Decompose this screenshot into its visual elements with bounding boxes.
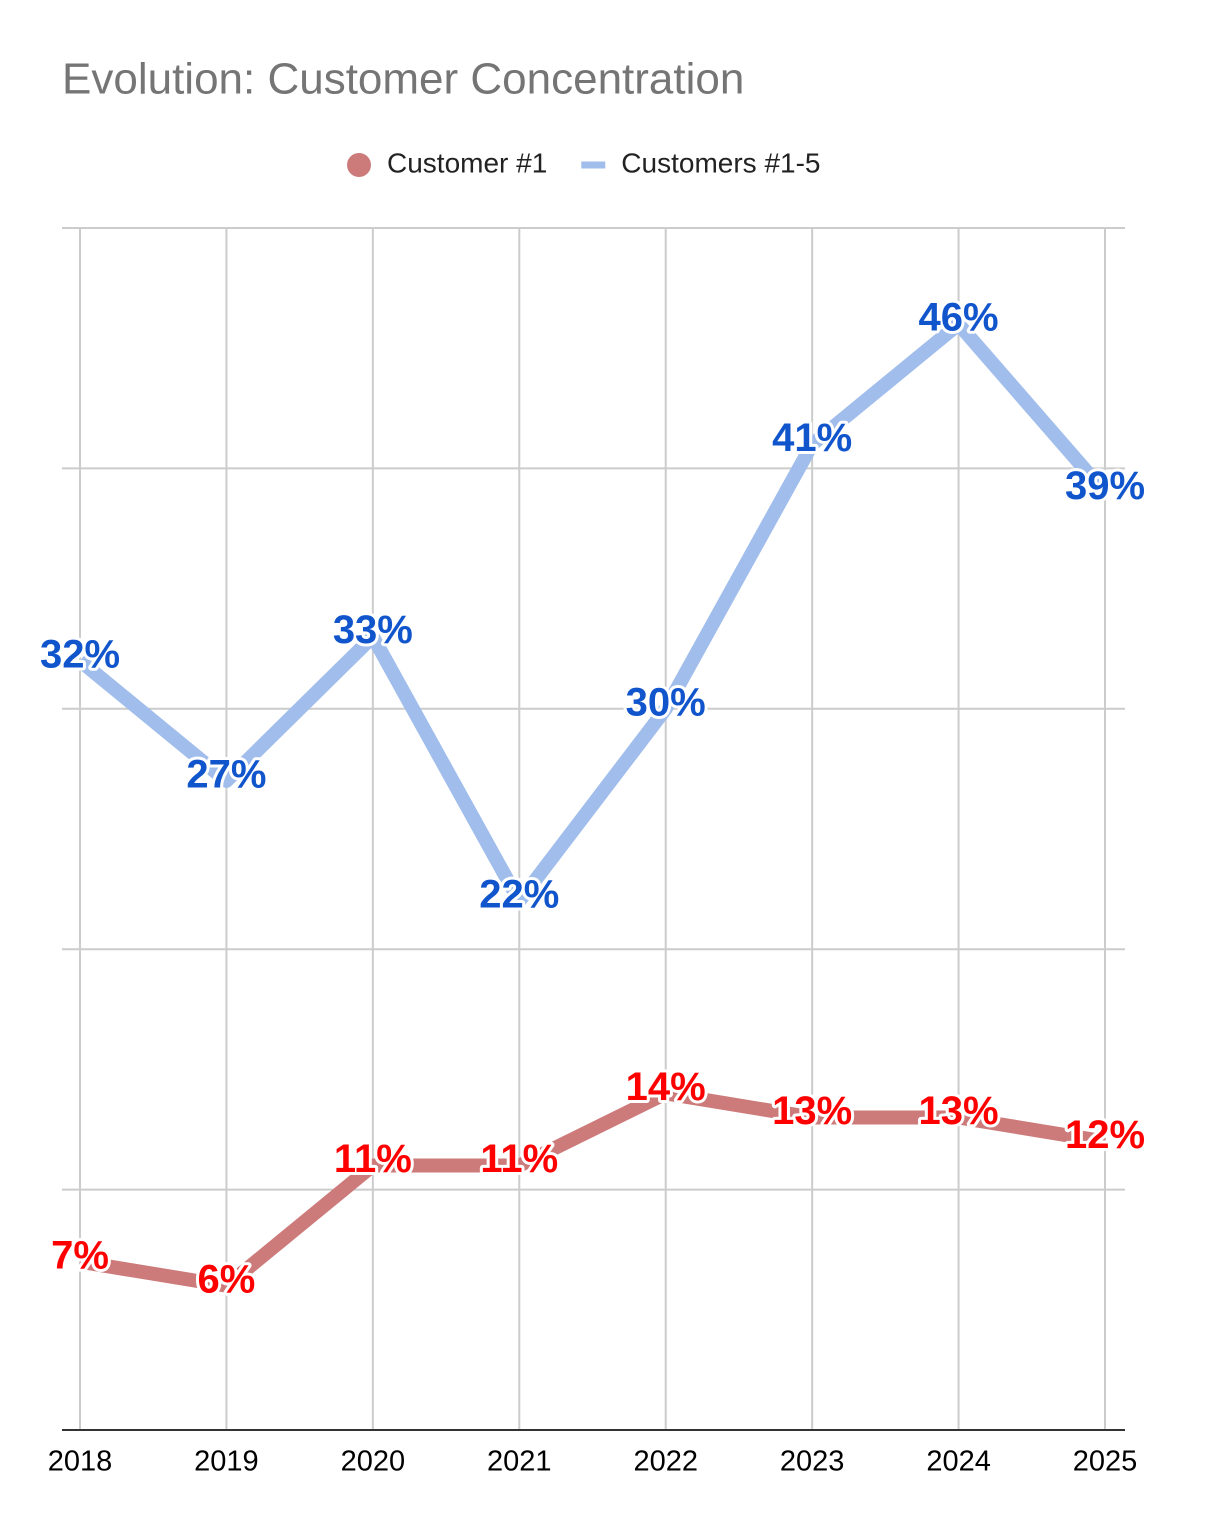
data-label: 27% bbox=[186, 752, 266, 796]
legend-marker bbox=[347, 153, 371, 177]
x-tick-label: 2021 bbox=[487, 1446, 552, 1478]
data-label: 14% bbox=[626, 1065, 706, 1109]
x-tick-label: 2022 bbox=[633, 1446, 698, 1478]
data-label: 13% bbox=[772, 1089, 852, 1133]
chart-title: Evolution: Customer Concentration bbox=[62, 55, 744, 104]
series-line bbox=[78, 1086, 1107, 1293]
data-label: 30% bbox=[626, 680, 706, 724]
data-label: 13% bbox=[919, 1089, 999, 1133]
legend: Customer #1 Customers #1-5 bbox=[347, 147, 820, 178]
data-label: 11% bbox=[480, 1137, 558, 1181]
x-tick-label: 2020 bbox=[341, 1446, 406, 1478]
data-label: 6% bbox=[198, 1257, 256, 1301]
legend-label: Customer #1 bbox=[387, 147, 547, 178]
data-label: 12% bbox=[1065, 1113, 1145, 1157]
x-tick-label: 2025 bbox=[1073, 1446, 1138, 1478]
data-label: 7% bbox=[51, 1233, 109, 1277]
x-tick-label: 2024 bbox=[926, 1446, 991, 1478]
data-label: 39% bbox=[1065, 464, 1145, 508]
data-label: 46% bbox=[919, 296, 999, 340]
data-label: 41% bbox=[772, 416, 852, 460]
legend-label: Customers #1-5 bbox=[621, 147, 820, 178]
x-tick-label: 2018 bbox=[48, 1446, 113, 1478]
data-label: 33% bbox=[333, 608, 413, 652]
x-tick-label: 2019 bbox=[194, 1446, 259, 1478]
series-line bbox=[75, 317, 1111, 909]
data-label: 22% bbox=[479, 873, 559, 917]
x-tick-label: 2023 bbox=[780, 1446, 845, 1478]
data-label: 11% bbox=[334, 1137, 412, 1181]
data-label: 32% bbox=[40, 632, 120, 676]
